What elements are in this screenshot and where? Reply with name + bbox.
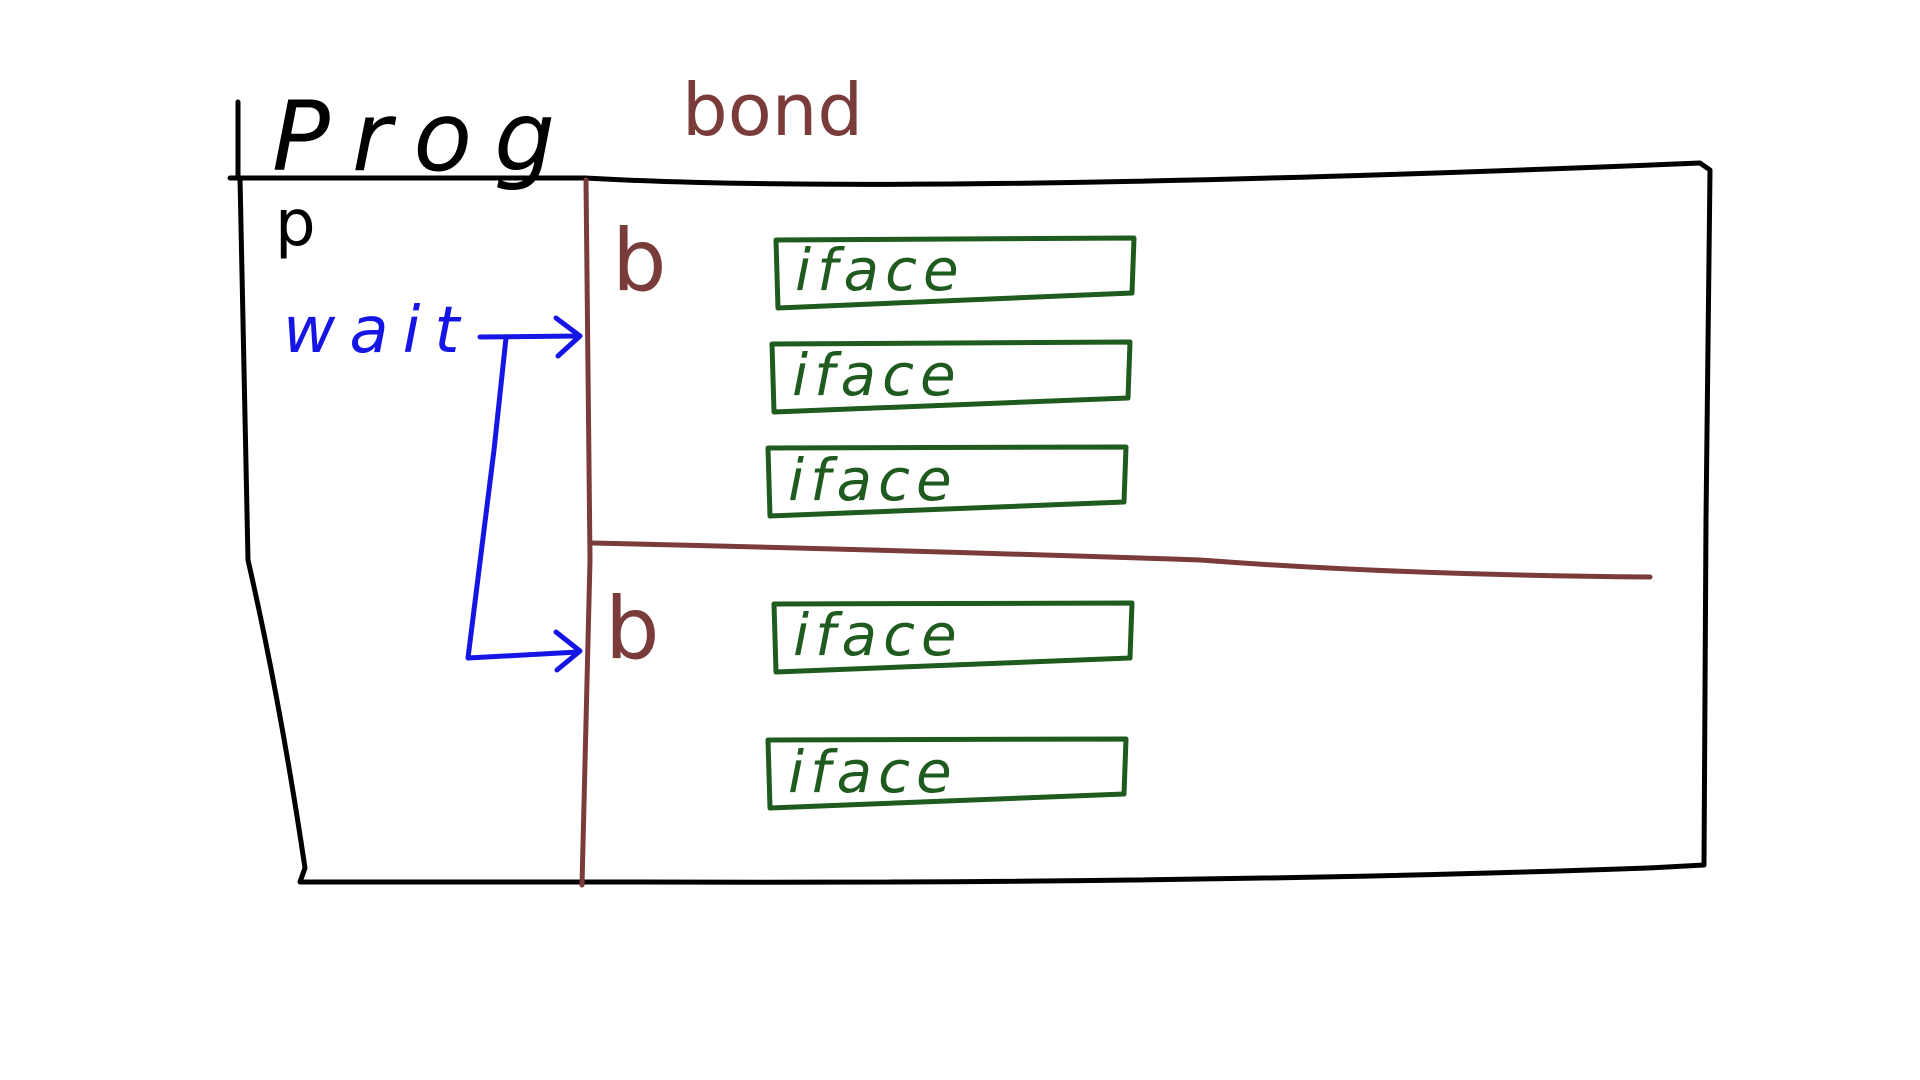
prog-title: Prog xyxy=(272,81,577,193)
bond-1-iface-2: iface xyxy=(769,339,1133,415)
wait-arrows xyxy=(465,315,583,673)
bond-divider-vertical xyxy=(579,177,593,888)
wait-arrow-to-bond-1 xyxy=(477,315,583,359)
bond-1-iface-1: iface xyxy=(773,235,1137,311)
bond-1-label: b xyxy=(612,211,667,311)
bond-2-label: b xyxy=(605,579,660,679)
iface-label: iface xyxy=(788,446,958,514)
iface-label: iface xyxy=(788,738,958,806)
iface-label: iface xyxy=(792,341,962,409)
bond-divider-horizontal xyxy=(589,540,1653,580)
wait-label: wait xyxy=(283,294,473,368)
prog-outline xyxy=(227,99,1713,885)
iface-label: iface xyxy=(793,601,963,669)
wait-arrow-to-bond-2 xyxy=(465,335,583,673)
bond-label: bond xyxy=(682,68,863,152)
bond-1-iface-3: iface xyxy=(765,444,1129,519)
bond-2-iface-1: iface xyxy=(771,600,1135,675)
bond-2-iface-2: iface xyxy=(765,736,1129,811)
iface-label: iface xyxy=(795,236,965,304)
process-label: p xyxy=(275,187,316,261)
